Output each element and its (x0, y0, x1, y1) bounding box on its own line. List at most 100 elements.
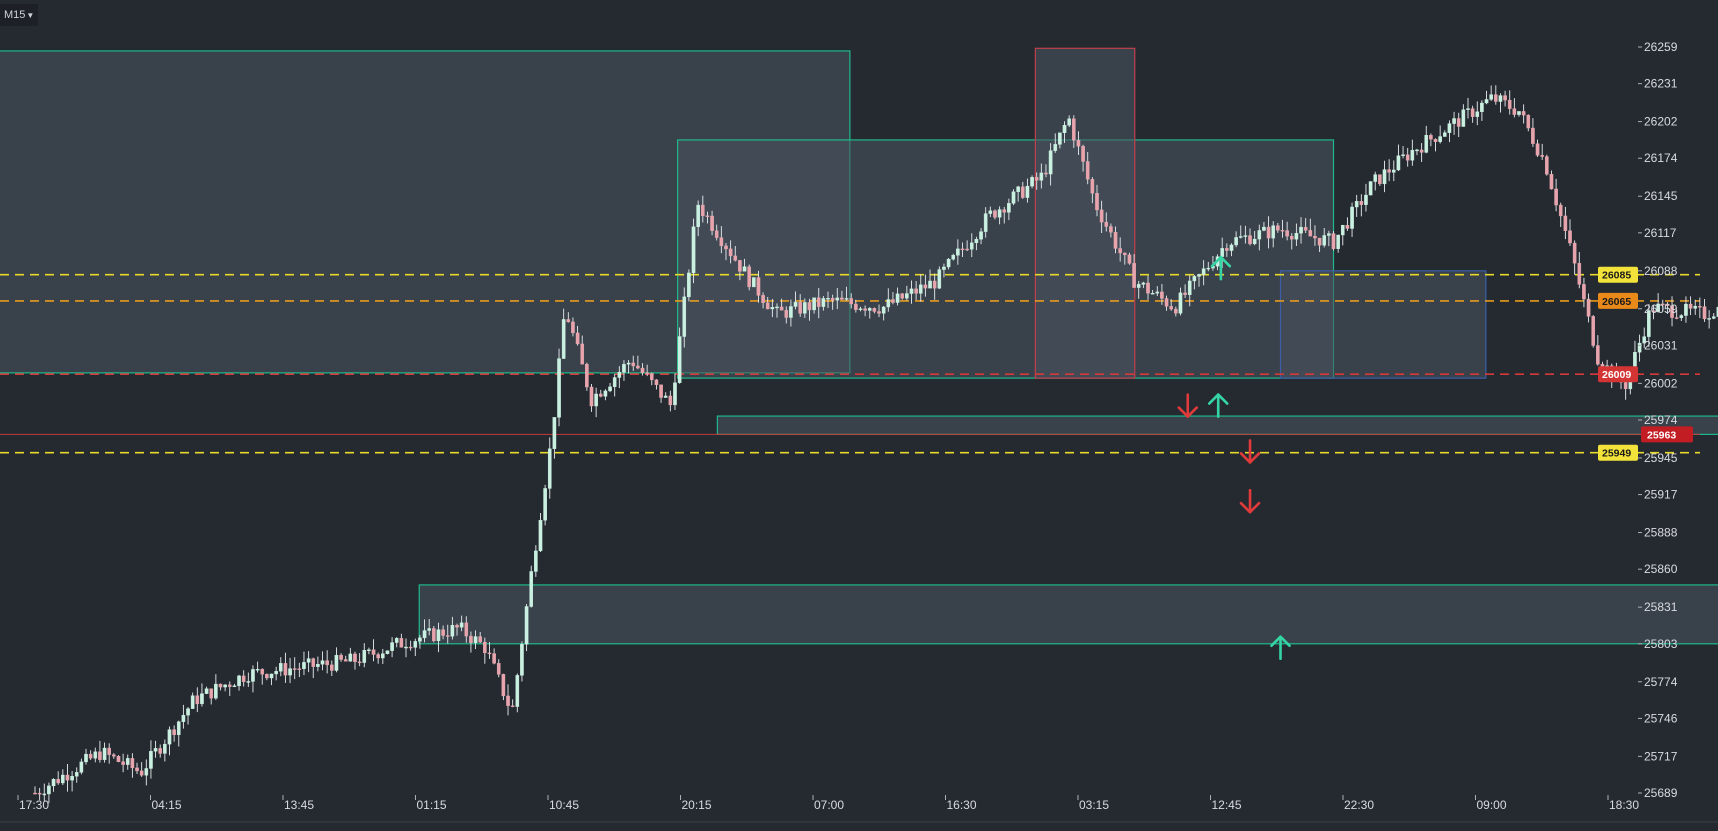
time-tick-label: 10:45 (549, 798, 579, 812)
candle-body (1382, 169, 1387, 185)
arrow-down-icon (1177, 393, 1199, 418)
candle-body (1313, 235, 1317, 239)
price-tick-label: 25689 (1644, 786, 1678, 800)
candle-body (473, 636, 478, 644)
candle-body (1303, 226, 1308, 231)
candle-body (1438, 136, 1442, 142)
candle-body (1113, 232, 1118, 249)
candle-body (1494, 94, 1498, 102)
arrow-head (1177, 406, 1199, 418)
candle-body (1294, 232, 1299, 240)
time-tick-label: 17:30 (19, 798, 49, 812)
candle-body (1429, 135, 1433, 140)
candle-body (1169, 306, 1173, 310)
candle-body (1178, 292, 1183, 314)
candle-body (835, 297, 840, 301)
candle-body (1698, 305, 1702, 308)
candle-body (1679, 315, 1684, 319)
candle-body (691, 226, 696, 274)
candle-body (645, 372, 649, 375)
candle-body (515, 675, 520, 707)
candle-body (1340, 224, 1345, 236)
candle-body (1285, 230, 1289, 237)
candle-body (946, 258, 951, 268)
candle-body (1271, 225, 1276, 239)
candle-body (872, 308, 877, 312)
candle-body (1206, 267, 1211, 270)
candle-body (932, 280, 937, 289)
price-tag (1598, 444, 1638, 461)
candle-body (445, 635, 450, 637)
candle-body (1424, 135, 1429, 153)
candle-body (190, 695, 195, 709)
time-tick-label: 16:30 (947, 798, 977, 812)
candle-body (255, 668, 260, 671)
candle-body (1220, 248, 1224, 257)
candle-body (98, 751, 102, 761)
candle-body (937, 269, 942, 289)
candle-body (807, 302, 812, 311)
candle-body (594, 393, 598, 407)
candle-body (404, 646, 408, 649)
candle-body (1104, 221, 1109, 227)
candle-body (1582, 284, 1586, 300)
timeframe-selector[interactable]: M15▼ (0, 4, 39, 26)
candle-body (1526, 114, 1531, 129)
candle-body (478, 636, 483, 643)
candle-body (1141, 282, 1146, 285)
candle-body (306, 658, 311, 663)
candle-body (784, 310, 789, 318)
candle-body (288, 668, 292, 676)
candle-body (612, 377, 617, 388)
candle-body (1442, 132, 1447, 137)
candle-body (714, 230, 719, 238)
candle-body (116, 756, 121, 762)
candle-body (928, 280, 932, 289)
candle-body (121, 761, 125, 765)
candle-body (200, 693, 204, 705)
candle-body (1688, 303, 1693, 309)
candle-body (223, 684, 227, 688)
candle-body (1387, 169, 1391, 173)
candle-body (1299, 226, 1303, 234)
arrow-up-icon (1207, 393, 1229, 418)
time-tick-label: 13:45 (284, 798, 314, 812)
candle-body (1280, 230, 1285, 232)
price-tag-label: 25963 (1647, 429, 1676, 441)
candle-body (1637, 342, 1642, 353)
candle-body (1345, 224, 1350, 229)
candle-body (524, 606, 529, 645)
price-tick-label: 25774 (1644, 675, 1678, 689)
candle-body (1164, 298, 1169, 307)
price-tick-label: 26145 (1644, 189, 1678, 203)
candle-body (353, 653, 357, 663)
candle-body (1243, 235, 1248, 237)
candle-body (371, 649, 376, 655)
price-tick-label: 26117 (1644, 226, 1677, 240)
candle-body (246, 681, 251, 683)
candle-body (441, 629, 445, 636)
candle-body (1484, 99, 1489, 104)
candle-body (130, 758, 135, 769)
candle-body (506, 695, 510, 706)
candle-body (649, 373, 654, 381)
candle-body (1192, 276, 1197, 282)
candle-body (969, 242, 974, 250)
candle-body (956, 248, 960, 256)
candle-body (158, 748, 163, 754)
candle-body (1322, 235, 1327, 246)
candle-body (459, 622, 464, 628)
candle-body (1354, 201, 1359, 208)
candle-body (84, 753, 88, 763)
candle-body (112, 754, 116, 757)
candle-body (881, 306, 886, 314)
candle-body (1498, 95, 1503, 102)
candle-body (1461, 109, 1466, 127)
candle-body (1456, 118, 1461, 127)
candle-body (1146, 282, 1150, 294)
candle-body (1020, 186, 1025, 198)
candle-body (330, 664, 334, 671)
candle-body (1327, 233, 1331, 236)
candle-body (789, 306, 793, 318)
